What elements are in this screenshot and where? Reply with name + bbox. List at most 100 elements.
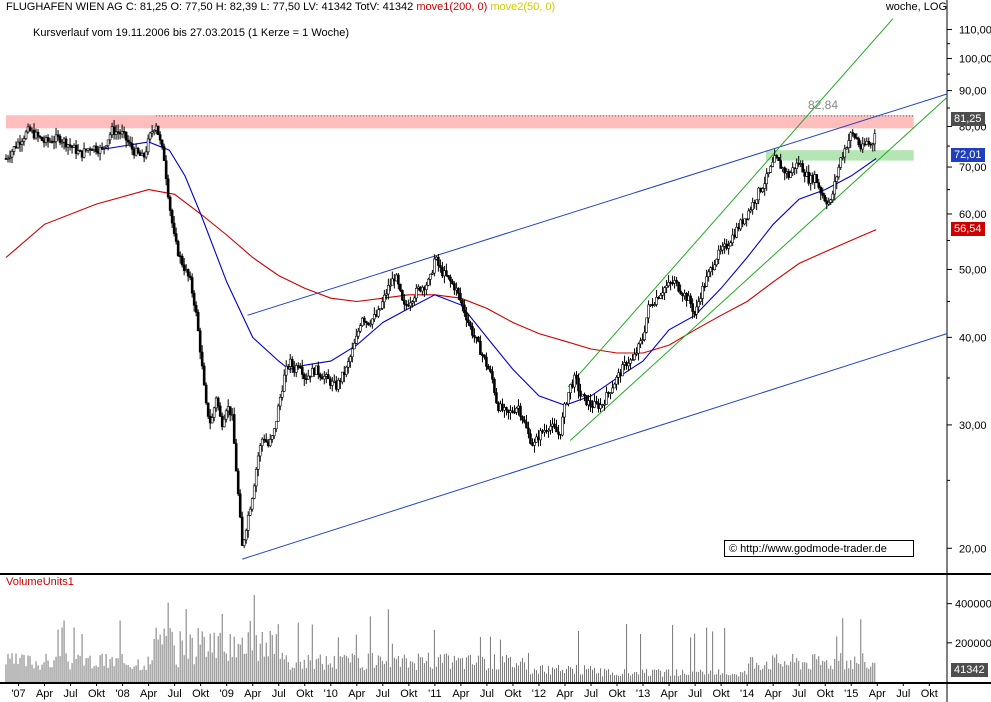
price-candle-body [841,156,845,159]
price-candle-body [527,427,530,435]
price-candle-body [517,405,520,409]
price-candle-body [479,341,482,355]
price-candle-body [403,299,406,305]
price-candle-body [186,269,190,277]
price-candle-body [122,131,126,133]
price-candle-body [104,145,108,148]
price-candle-body [136,147,140,153]
price-candle-body [541,430,544,433]
x-tick-label: Jul [168,688,182,700]
x-tick-label: Jul [376,688,390,700]
price-candle-body [409,302,412,307]
price-candle-body [799,163,803,165]
price-candle-body [134,147,138,156]
price-candle-body [222,418,226,428]
price-candle-body [433,258,436,274]
y-tick-label: 50,00 [959,264,987,276]
price-candle-body [138,152,142,156]
price-candle-body [531,443,534,446]
price-candle-body [423,286,426,290]
price-candle-body [823,195,827,202]
ohlc-readout: C: 81,25 O: 77,50 H: 82,39 L: 77,50 LV: … [125,1,414,13]
price-candle-body [144,151,148,158]
price-candle-body [537,436,540,441]
price-candle-body [42,140,46,143]
price-candle-body [825,200,829,205]
price-candle-body [627,362,630,367]
price-candle-body [389,284,392,287]
price-candle-body [36,131,40,137]
x-tick-label: Okt [504,688,521,700]
series-ma200 [5,189,877,354]
price-candle-body [318,374,322,378]
price-candle-body [254,469,258,487]
price-candle-body [713,264,716,270]
price-candle-body [753,201,756,204]
price-candle-body [198,330,202,353]
price-candle-body [573,374,576,388]
price-candle-body [857,138,861,145]
price-candle-body [767,172,770,175]
price-candle-body [587,400,590,406]
price-candle-body [10,151,14,158]
price-candle-body [363,317,366,322]
price-candle-body [24,131,28,139]
price-candle-body [208,416,212,424]
price-candle-body [218,405,222,417]
price-candle-body [417,286,420,289]
price-candle-body [202,365,206,386]
price-candle-body [106,139,110,147]
price-candle-body [158,134,162,141]
price-candle-body [837,167,841,178]
price-candle-body [809,175,813,184]
price-candle-body [306,375,310,380]
price-candle-body [282,374,286,392]
price-candle-body [813,174,817,183]
price-candle-body [216,397,220,407]
price-candle-body [375,314,378,317]
price-candle-body [817,182,821,188]
x-tick-label: '14 [740,688,754,700]
price-candle-body [581,394,584,397]
price-candle-body [731,234,734,244]
price-candle-body [351,348,354,358]
price-candle-body [831,193,835,201]
price-candle-body [665,285,668,289]
price-candle-body [545,430,548,432]
price-candle-body [533,441,536,446]
price-candle-body [86,148,90,151]
price-candle-body [677,282,680,292]
price-candle-body [459,293,462,301]
price-candle-body [154,125,158,131]
price-candle-body [579,390,582,397]
price-candle-body [421,286,424,292]
price-candle-body [707,271,710,278]
price-candle-body [631,359,634,361]
price-candle-body [72,144,76,148]
price-candle-body [549,425,552,431]
price-candle-body [607,392,610,394]
price-candle-body [204,384,208,404]
price-candle-body [238,493,242,518]
price-candle-body [511,410,514,413]
price-candle-body [234,443,238,472]
copyright-notice[interactable]: © http://www.godmode-trader.de [724,540,914,557]
x-tick-label: Apr [661,688,678,700]
price-candle-body [475,336,478,339]
price-candle-body [469,322,472,327]
price-candle-body [415,288,418,299]
price-candle-body [761,188,764,192]
price-candle-body [260,438,264,446]
price-candle-body [419,286,422,292]
price-candle-body [168,196,172,211]
price-candle-body [555,426,558,433]
price-candle-body [182,264,186,271]
price-candle-body [757,187,760,201]
price-candle-body [246,515,250,531]
price-candle-body [543,430,546,433]
price-candle-body [847,140,851,149]
price-candle-body [371,318,374,325]
x-tick-label: Jul [64,688,78,700]
price-candle-body [302,374,306,380]
price-candle-body [381,301,384,309]
